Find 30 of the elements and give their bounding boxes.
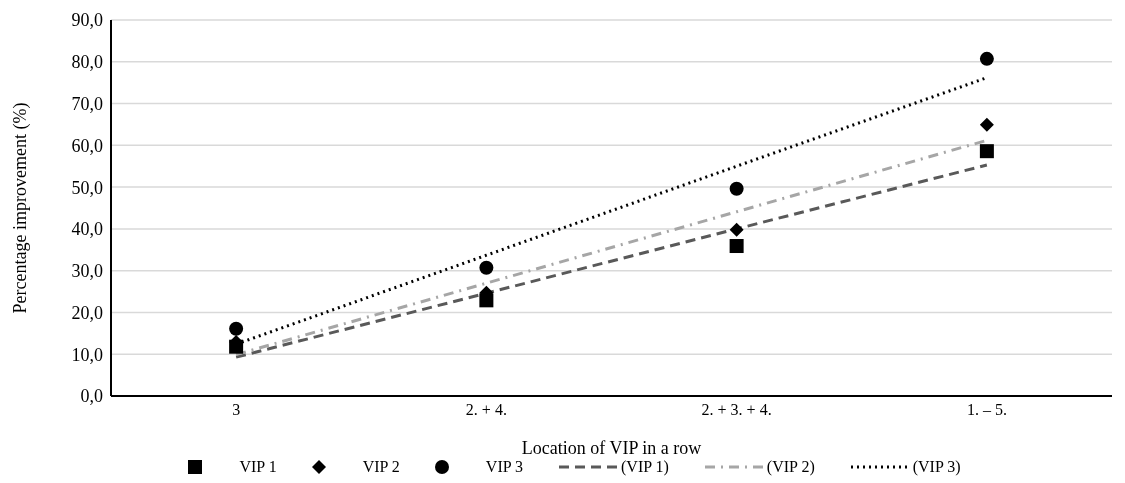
legend-label: (VIP 1) (621, 458, 669, 476)
point (729, 239, 744, 254)
x-tick-label: 2. + 4. (465, 401, 507, 419)
x-axis-title: Location of VIP in a row (521, 438, 702, 458)
point (979, 51, 994, 66)
point (729, 181, 744, 196)
x-tick-label: 2. + 3. + 4. (701, 401, 772, 419)
y-tick-label: 40,0 (71, 219, 103, 240)
y-tick-label: 20,0 (71, 302, 103, 323)
legend-label: VIP 2 (362, 458, 400, 476)
point (229, 321, 244, 336)
point (979, 144, 994, 159)
y-tick-label: 30,0 (71, 261, 103, 282)
y-tick-label: 0,0 (80, 386, 103, 407)
y-axis-title: Percentage improvement (%) (10, 102, 32, 314)
y-tick-label: 80,0 (71, 52, 103, 73)
y-tick-label: 70,0 (71, 93, 103, 114)
y-tick-label: 10,0 (71, 344, 103, 365)
x-tick-label: 1. – 5. (966, 401, 1007, 419)
y-tick-label: 60,0 (71, 135, 103, 156)
x-tick-label: 3 (232, 401, 241, 419)
legend-label: VIP 1 (239, 458, 277, 476)
legend-label: VIP 3 (485, 458, 524, 476)
point (979, 117, 994, 132)
legend-label: (VIP 3) (912, 458, 961, 476)
y-tick-label: 50,0 (71, 177, 103, 198)
legend-label: (VIP 2) (766, 458, 815, 476)
point (729, 222, 744, 237)
y-tick-label: 90,0 (71, 10, 103, 31)
point (479, 260, 494, 275)
